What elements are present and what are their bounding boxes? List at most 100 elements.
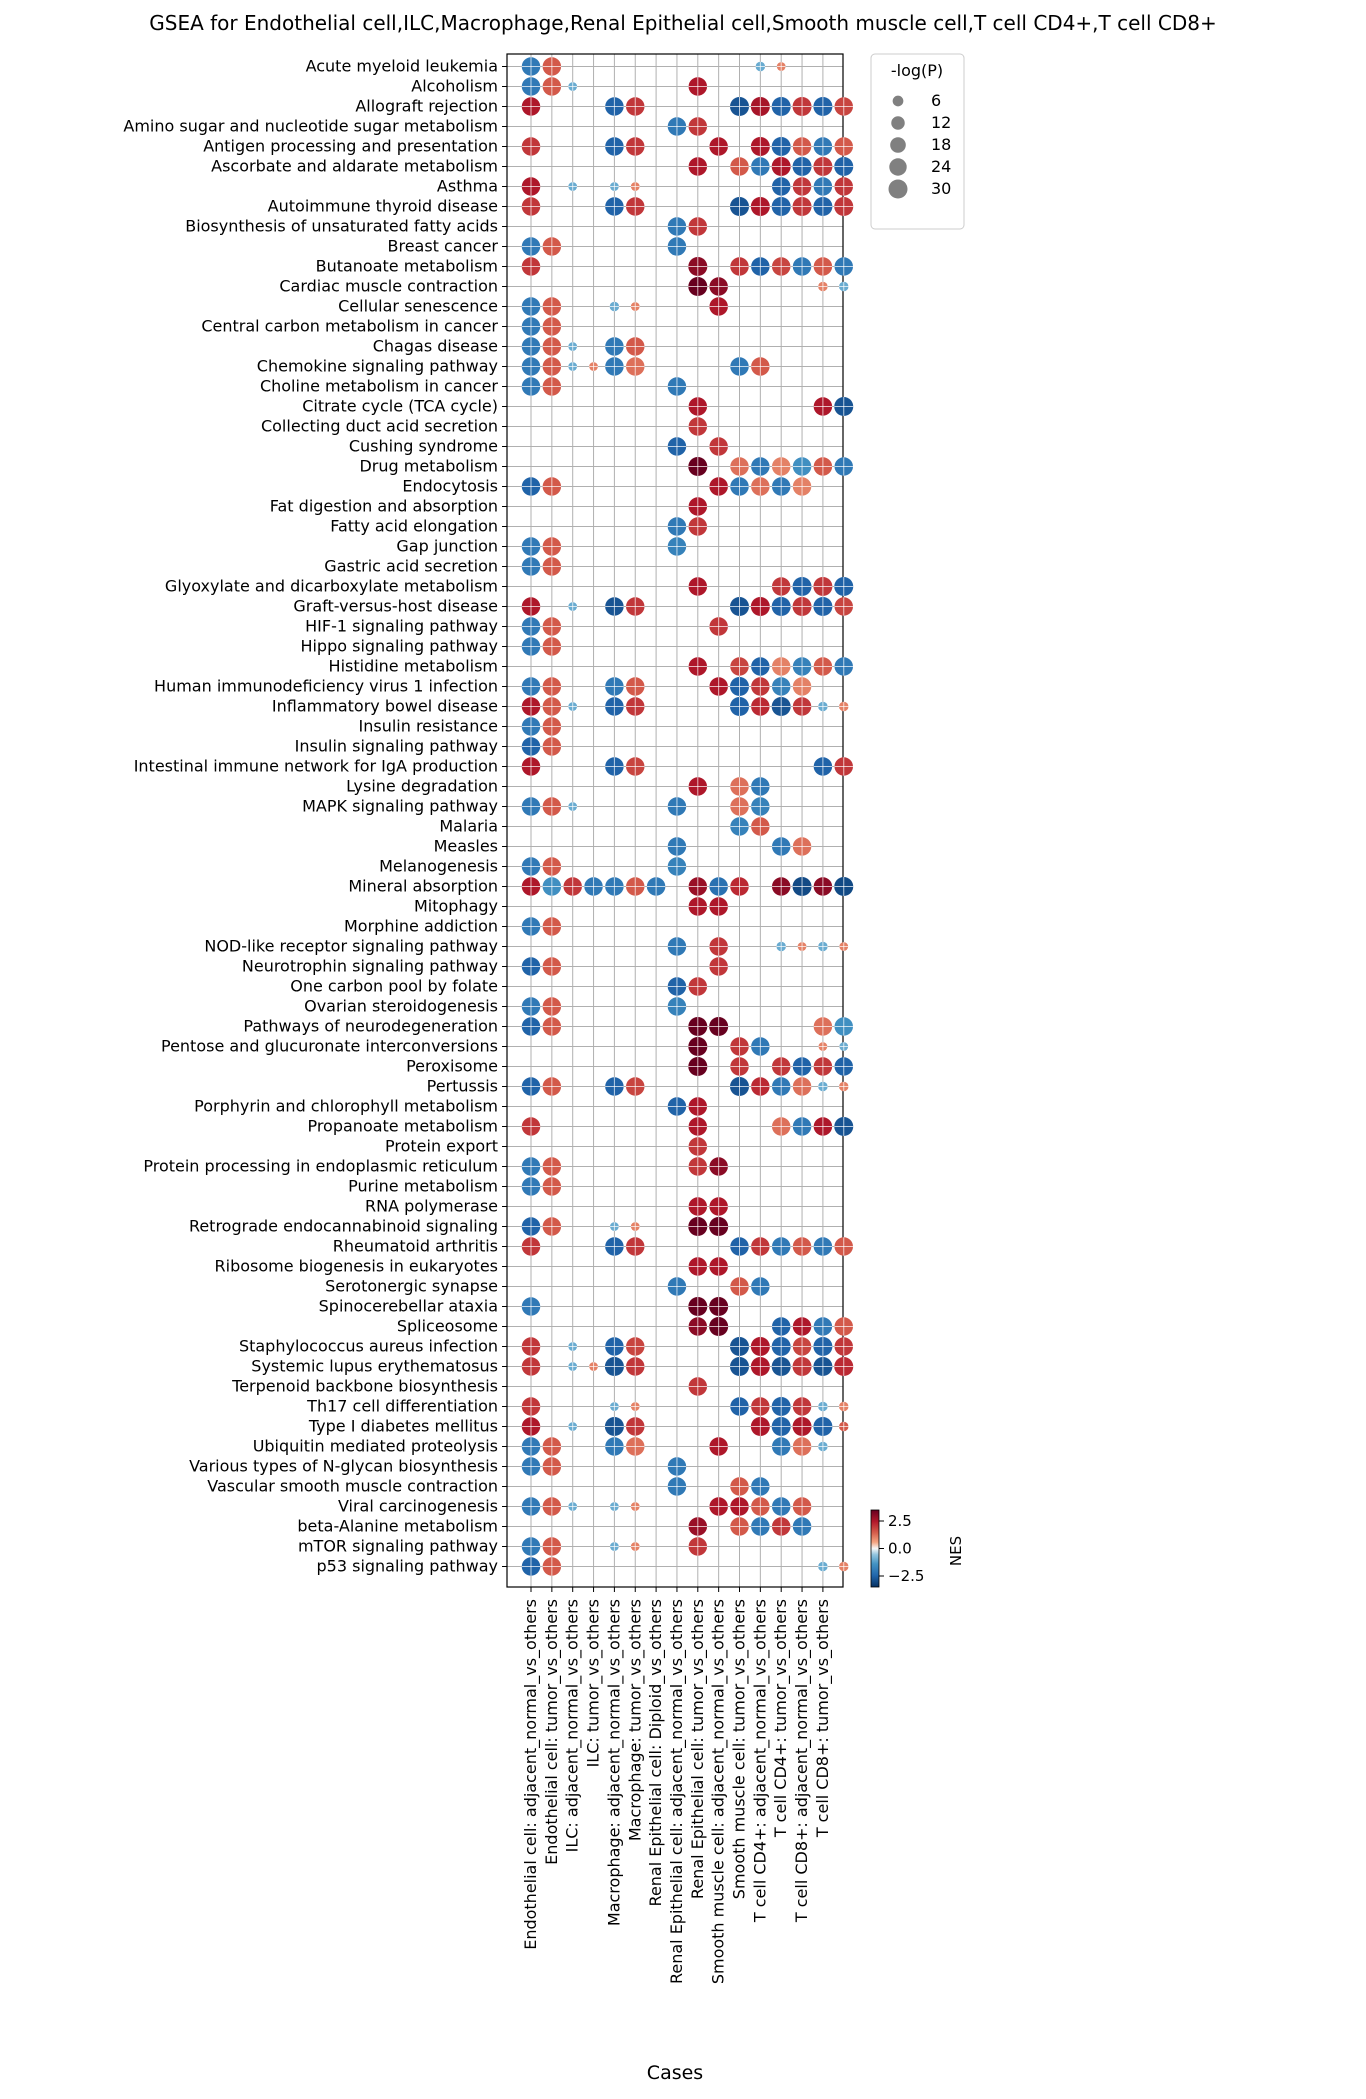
pathway-label: Insulin signaling pathway xyxy=(295,737,498,756)
pathway-label: Rheumatoid arthritis xyxy=(333,1237,498,1256)
pathway-label: Chemokine signaling pathway xyxy=(257,357,498,376)
pathway-label: HIF-1 signaling pathway xyxy=(305,617,498,636)
pathway-label: Human immunodeficiency virus 1 infection xyxy=(154,677,498,696)
pathway-label: NOD-like receptor signaling pathway xyxy=(204,937,498,956)
pathway-label: Spliceosome xyxy=(397,1317,498,1336)
pathway-label: Serotonergic synapse xyxy=(325,1277,498,1296)
case-label: T cell CD4+: adjacent_normal_vs_others xyxy=(750,1599,770,1923)
pathway-label: Spinocerebellar ataxia xyxy=(319,1297,498,1316)
pathway-label: Drug metabolism xyxy=(359,457,498,476)
colorbar-label: NES xyxy=(947,1536,965,1566)
x-axis-label: Cases xyxy=(647,2062,703,2084)
pathway-label: Glyoxylate and dicarboxylate metabolism xyxy=(165,577,498,596)
pathway-label: Propanoate metabolism xyxy=(307,1117,498,1136)
case-label: T cell CD8+: adjacent_normal_vs_others xyxy=(792,1599,812,1923)
size-legend-dot xyxy=(889,158,907,176)
pathway-label: Autoimmune thyroid disease xyxy=(268,197,498,216)
size-legend-dot xyxy=(892,95,904,107)
pathway-label: Viral carcinogenesis xyxy=(338,1497,498,1516)
pathway-label: Cardiac muscle contraction xyxy=(279,277,498,296)
pathway-label: Alcoholism xyxy=(411,77,498,96)
size-legend: -log(P) 6 12 18 24 30 xyxy=(870,53,965,230)
y-tick-marks xyxy=(502,66,507,1567)
case-label: Smooth muscle cell: adjacent_normal_vs_o… xyxy=(709,1599,729,1984)
pathway-label: Neurotrophin signaling pathway xyxy=(242,957,498,976)
pathway-label: Chagas disease xyxy=(373,337,498,356)
case-label: Renal Epithelial cell: tumor_vs_others xyxy=(688,1599,708,1899)
pathway-label: Type I diabetes mellitus xyxy=(308,1417,498,1436)
gsea-dots xyxy=(521,57,854,1576)
case-label: Endothelial cell: adjacent_normal_vs_oth… xyxy=(521,1599,541,1950)
pathway-label: Inflammatory bowel disease xyxy=(272,697,498,716)
pathway-label: Endocytosis xyxy=(402,477,498,496)
pathway-label: Protein processing in endoplasmic reticu… xyxy=(143,1157,498,1176)
pathway-label: Hippo signaling pathway xyxy=(300,637,498,656)
pathway-label: Gastric acid secretion xyxy=(324,557,498,576)
case-label: Endothelial cell: tumor_vs_others xyxy=(542,1599,562,1865)
size-legend-label: 6 xyxy=(931,91,941,110)
case-label: Smooth muscle cell: tumor_vs_others xyxy=(730,1599,750,1899)
pathway-label: Ascorbate and aldarate metabolism xyxy=(211,157,498,176)
pathway-label: beta-Alanine metabolism xyxy=(297,1517,498,1536)
pathway-label: Ubiquitin mediated proteolysis xyxy=(253,1437,498,1456)
pathway-label: Melanogenesis xyxy=(379,857,498,876)
pathway-label: Acute myeloid leukemia xyxy=(306,57,498,76)
case-label: ILC: tumor_vs_others xyxy=(584,1599,604,1767)
nes-colorbar: 2.5 0.0 −2.5 NES xyxy=(870,1509,965,1588)
pathway-label: Measles xyxy=(434,837,498,856)
size-legend-items: 6 12 18 24 30 xyxy=(888,91,951,199)
plot-frame xyxy=(506,53,844,1588)
size-legend-dot xyxy=(890,137,906,153)
case-label: T cell CD8+: tumor_vs_others xyxy=(813,1599,833,1838)
size-legend-label: 18 xyxy=(931,135,951,154)
pathway-label: Insulin resistance xyxy=(359,717,499,736)
pathway-label: Mitophagy xyxy=(414,897,498,916)
pathway-label: mTOR signaling pathway xyxy=(298,1537,498,1556)
pathway-label: Breast cancer xyxy=(387,237,498,256)
pathway-label: Vascular smooth muscle contraction xyxy=(207,1477,498,1496)
pathway-label: Cellular senescence xyxy=(338,297,498,316)
pathway-label: Purine metabolism xyxy=(348,1177,498,1196)
size-legend-label: 12 xyxy=(931,113,951,132)
pathway-label: Cushing syndrome xyxy=(349,437,498,456)
grid-lines xyxy=(507,54,843,1587)
pathway-label: Peroxisome xyxy=(406,1057,498,1076)
size-legend-dot xyxy=(888,179,908,199)
pathway-label: Pathways of neurodegeneration xyxy=(243,1017,498,1036)
pathway-label: Morphine addiction xyxy=(344,917,498,936)
pathway-label: Central carbon metabolism in cancer xyxy=(201,317,498,336)
pathway-label: Asthma xyxy=(437,177,498,196)
x-tick-marks xyxy=(530,1587,824,1592)
pathway-label: Malaria xyxy=(439,817,498,836)
pathway-label: Collecting duct acid secretion xyxy=(261,417,498,436)
colorbar-tick-label: 2.5 xyxy=(888,1512,912,1530)
pathway-label: Citrate cycle (TCA cycle) xyxy=(302,397,498,416)
pathway-label: Porphyrin and chlorophyll metabolism xyxy=(194,1097,498,1116)
pathway-label: Th17 cell differentiation xyxy=(306,1397,498,1416)
colorbar-gradient xyxy=(870,1509,880,1588)
pathway-label: Ovarian steroidogenesis xyxy=(304,997,498,1016)
pathway-label: Choline metabolism in cancer xyxy=(260,377,498,396)
pathway-label: Butanoate metabolism xyxy=(316,257,498,276)
pathway-label: Ribosome biogenesis in eukaryotes xyxy=(215,1257,498,1276)
pathway-label: Fat digestion and absorption xyxy=(270,497,498,516)
pathway-label: Mineral absorption xyxy=(348,877,498,896)
pathway-label: Pentose and glucuronate interconversions xyxy=(161,1037,498,1056)
pathway-label: Antigen processing and presentation xyxy=(203,137,498,156)
case-label: ILC: adjacent_normal_vs_others xyxy=(563,1599,583,1852)
pathway-label: Amino sugar and nucleotide sugar metabol… xyxy=(123,117,498,136)
pathway-label: Retrograde endocannabinoid signaling xyxy=(189,1217,498,1236)
pathway-label: Intestinal immune network for IgA produc… xyxy=(134,757,498,776)
case-label: T cell CD4+: tumor_vs_others xyxy=(771,1599,791,1838)
pathway-label: Fatty acid elongation xyxy=(330,517,498,536)
pathway-label: Histidine metabolism xyxy=(329,657,498,676)
pathway-label: Graft-versus-host disease xyxy=(293,597,498,616)
pathway-label: Terpenoid backbone biosynthesis xyxy=(231,1377,498,1396)
pathway-labels: Acute myeloid leukemiaAlcoholismAllograf… xyxy=(123,57,498,1576)
pathway-label: Lysine degradation xyxy=(346,777,498,796)
pathway-label: Systemic lupus erythematosus xyxy=(251,1357,498,1376)
pathway-label: One carbon pool by folate xyxy=(290,977,498,996)
case-label: Macrophage: adjacent_normal_vs_others xyxy=(604,1599,624,1926)
size-legend-dot xyxy=(891,116,905,130)
